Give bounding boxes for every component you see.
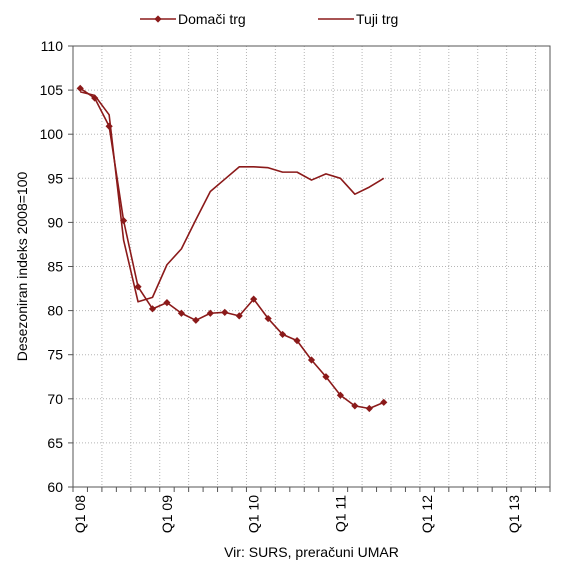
x-tick-label-3: Q1 11 (332, 495, 348, 532)
y-tick-label-10: 110 (41, 38, 64, 54)
x-tick-label-5: Q1 13 (506, 495, 522, 533)
series-0-point-1 (91, 94, 99, 102)
y-tick-label-5: 85 (47, 259, 63, 275)
series-line-1 (80, 91, 385, 303)
source-note: Vir: SURS, preračuni UMAR (224, 544, 399, 560)
x-axis-ticks: Q1 08 Q1 09 Q1 10 Q1 11 Q1 12 Q1 13 (72, 487, 551, 533)
series-0-point-0 (76, 84, 84, 92)
series-0-point-6 (163, 299, 171, 307)
legend-marker-0 (154, 15, 162, 23)
series-0-point-7 (177, 309, 186, 317)
series-0-point-14 (278, 330, 287, 339)
series-0-point-21 (380, 398, 388, 406)
x-tick-label-1: Q1 09 (159, 495, 175, 533)
series-line-0 (79, 87, 385, 410)
x-tick-label-2: Q1 10 (246, 495, 262, 533)
y-tick-label-2: 70 (47, 391, 63, 407)
legend-item-0: Domači trg (140, 11, 246, 27)
series-0-point-12 (250, 295, 258, 303)
grid (73, 45, 550, 487)
legend-label-1: Tuji trg (356, 11, 398, 27)
series-0-point-8 (192, 316, 200, 324)
y-tick-label-0: 60 (47, 479, 63, 495)
legend-label-0: Domači trg (178, 11, 246, 27)
legend: Domači trg Tuji trg (140, 11, 398, 27)
y-tick-label-3: 75 (47, 347, 63, 363)
y-tick-label-4: 80 (47, 303, 63, 319)
y-tick-label-1: 65 (47, 435, 63, 451)
series-0-point-20 (365, 404, 373, 413)
series-1 (80, 91, 385, 303)
y-axis-ticks: 60 65 70 75 80 85 90 95 100 105 110 (40, 38, 73, 495)
legend-item-1: Tuji trg (318, 11, 398, 27)
y-tick-label-9: 105 (40, 82, 64, 98)
series-0 (76, 84, 388, 413)
y-tick-label-7: 95 (47, 170, 63, 186)
series-0-point-2 (105, 122, 113, 130)
y-axis-title: Desezoniran indeks 2008=100 (14, 172, 30, 362)
series-0-point-17 (322, 373, 330, 381)
series-layer (76, 84, 388, 413)
series-0-point-11 (235, 312, 243, 320)
series-0-point-4 (134, 283, 142, 291)
x-tick-label-0: Q1 08 (72, 495, 88, 533)
series-0-point-9 (206, 309, 214, 317)
series-0-point-16 (307, 356, 316, 364)
y-tick-label-8: 100 (40, 126, 64, 142)
series-0-point-15 (293, 336, 301, 345)
series-0-point-18 (336, 391, 345, 399)
series-0-point-10 (221, 308, 229, 316)
y-tick-label-6: 90 (47, 214, 63, 230)
series-0-point-13 (264, 314, 272, 323)
x-tick-label-4: Q1 12 (419, 495, 435, 533)
series-0-point-5 (148, 305, 157, 313)
series-0-point-19 (351, 402, 359, 410)
